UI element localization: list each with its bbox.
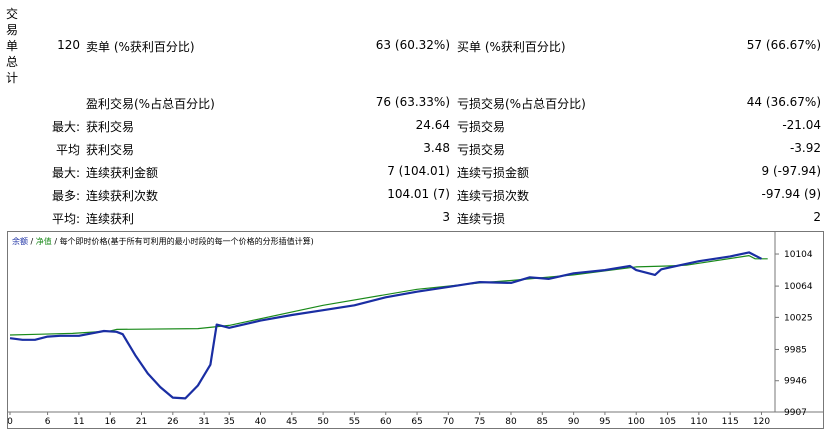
metric-name: 盈利交易(%占总百分比) [86, 97, 215, 111]
x-tick-label: 110 [690, 417, 707, 427]
metric-value: 63 (60.32%) [375, 38, 450, 52]
x-tick-label: 60 [380, 417, 392, 427]
row-label: 120 [57, 38, 80, 52]
sidebar-vertical-label: 交易单总计 [6, 7, 19, 85]
x-tick-label: 45 [286, 417, 297, 427]
metric-value-right: 2 [813, 210, 821, 224]
y-tick-label: 10104 [784, 250, 813, 260]
x-tick-label: 80 [505, 417, 517, 427]
x-tick-label: 95 [599, 417, 610, 427]
metric-name: 连续获利金额 [86, 166, 159, 180]
y-tick-label: 9907 [784, 408, 807, 418]
equity-series-line [9, 255, 768, 336]
legend-separator: / [28, 237, 36, 246]
x-tick-label: 100 [628, 417, 645, 427]
metric-value: 3.48 [423, 141, 450, 155]
x-tick-label: 21 [136, 417, 147, 427]
stat-row: 平均 获利交易 3.48 亏损交易 -3.92 [0, 141, 831, 161]
x-tick-label: 85 [537, 417, 548, 427]
metric-value-right: -21.04 [782, 118, 821, 132]
x-tick-label: 75 [474, 417, 485, 427]
balance-equity-chart: 余额 / 净值 / 每个即时价格(基于所有可利用的最小时段的每一个价格的分形插值… [7, 231, 824, 429]
legend-separator: / [51, 237, 60, 246]
x-tick-label: 90 [568, 417, 580, 427]
x-tick-label: 40 [255, 417, 267, 427]
chart-plot: 10104 10064 10025 9985 9946 9907 0 6 11 16 21 26 31 3… [8, 232, 823, 427]
metric-value: 3 [442, 210, 450, 224]
stat-row: 120 卖单 (%获利百分比) 63 (60.32%) 买单 (%获利百分比) … [0, 38, 831, 58]
y-tick-label: 10064 [784, 282, 813, 292]
y-tick-label: 10025 [784, 313, 813, 323]
metric-name-right: 连续亏损次数 [457, 189, 530, 203]
x-tick-label: 11 [73, 417, 84, 427]
x-tick-label: 70 [443, 417, 455, 427]
y-tick-label: 9946 [784, 377, 807, 387]
stat-row: 最大: 连续获利金额 7 (104.01) 连续亏损金额 9 (-97.94) [0, 164, 831, 184]
metric-name-right: 亏损交易(%占总百分比) [457, 97, 586, 111]
metric-name-right: 连续亏损 [457, 212, 506, 226]
metric-name: 获利交易 [86, 143, 135, 157]
metric-value: 7 (104.01) [387, 164, 450, 178]
x-tick-label: 120 [753, 417, 770, 427]
x-tick-label: 105 [659, 417, 676, 427]
x-tick-label: 31 [198, 417, 209, 427]
row-label: 最大: [51, 120, 80, 134]
row-label: 平均: [51, 212, 80, 226]
metric-value-right: 44 (36.67%) [746, 95, 821, 109]
row-label: 最大: [51, 166, 80, 180]
metric-name: 获利交易 [86, 120, 135, 134]
metric-value-right: 9 (-97.94) [761, 164, 822, 178]
trade-summary-table: 120 卖单 (%获利百分比) 63 (60.32%) 买单 (%获利百分比) … [0, 38, 831, 230]
stat-row: 最多: 连续获利次数 104.01 (7) 连续亏损次数 -97.94 (9) [0, 187, 831, 207]
metric-value: 24.64 [415, 118, 450, 132]
y-tick-label: 9985 [784, 345, 807, 355]
stat-row: 平均: 连续获利 3 连续亏损 2 [0, 210, 831, 230]
row-label: 平均 [55, 143, 80, 157]
x-tick-label: 35 [223, 417, 234, 427]
metric-value-right: -3.92 [789, 141, 821, 155]
metric-name: 卖单 (%获利百分比) [86, 40, 195, 54]
balance-series-line [9, 251, 763, 400]
legend-equity: 净值 [35, 237, 52, 246]
metric-value: 104.01 (7) [387, 187, 450, 201]
x-tick-label: 50 [317, 417, 329, 427]
stat-row: 最大: 获利交易 24.64 亏损交易 -21.04 [0, 118, 831, 138]
legend-balance: 余额 [12, 237, 28, 246]
metric-name-right: 连续亏损金额 [457, 166, 530, 180]
metric-name-right: 买单 (%获利百分比) [457, 40, 566, 54]
metric-name: 连续获利次数 [86, 189, 159, 203]
row-label: 最多: [51, 189, 80, 203]
x-tick-label: 16 [104, 417, 116, 427]
x-tick-label: 6 [45, 417, 51, 427]
x-tick-label: 26 [167, 417, 179, 427]
x-tick-label: 65 [411, 417, 422, 427]
x-tick-label: 55 [349, 417, 360, 427]
x-tick-label: 115 [722, 417, 739, 427]
x-tick-label: 0 [8, 417, 13, 427]
metric-name: 连续获利 [86, 212, 135, 226]
metric-value-right: 57 (66.67%) [746, 38, 821, 52]
stat-row: 盈利交易(%占总百分比) 76 (63.33%) 亏损交易(%占总百分比) 44… [0, 95, 831, 115]
metric-value-right: -97.94 (9) [761, 187, 822, 201]
metric-value: 76 (63.33%) [375, 95, 450, 109]
legend-description: 每个即时价格(基于所有可利用的最小时段的每一个价格的分形插值计算) [59, 237, 314, 246]
metric-name-right: 亏损交易 [457, 143, 506, 157]
chart-legend: 余额 / 净值 / 每个即时价格(基于所有可利用的最小时段的每一个价格的分形插值… [12, 236, 314, 247]
metric-name-right: 亏损交易 [457, 120, 506, 134]
